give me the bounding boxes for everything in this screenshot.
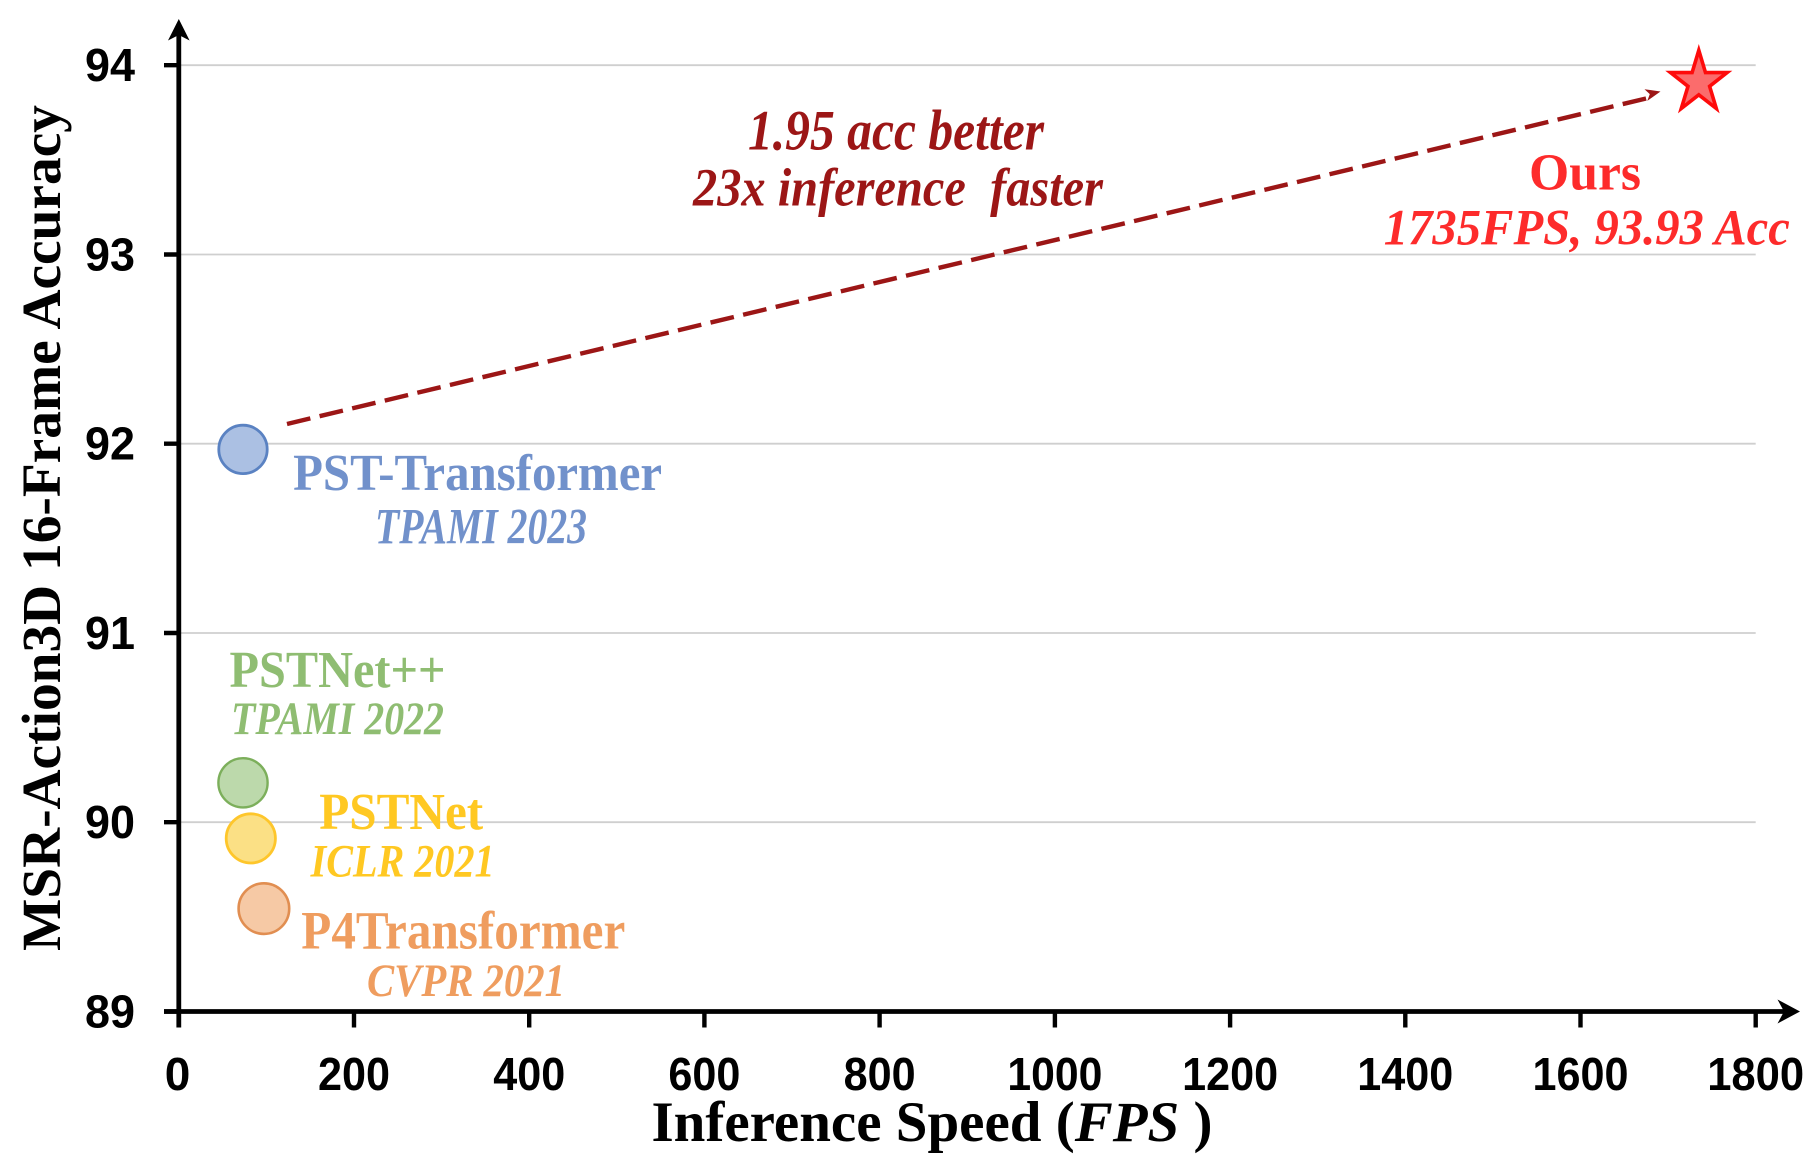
svg-text:89: 89: [85, 986, 135, 1038]
svg-text:1735FPS, 93.93 Acc: 1735FPS, 93.93 Acc: [1384, 201, 1790, 257]
svg-text:Ours: Ours: [1529, 145, 1641, 202]
svg-text:P4Transformer: P4Transformer: [301, 901, 625, 961]
svg-text:TPAMI 2023: TPAMI 2023: [375, 500, 587, 556]
svg-text:0: 0: [165, 1048, 191, 1100]
svg-text:1000: 1000: [1007, 1048, 1102, 1100]
svg-text:91: 91: [85, 607, 135, 659]
svg-text:23x inference faster: 23x inference faster: [692, 158, 1104, 218]
svg-text:94: 94: [85, 39, 135, 91]
svg-text:200: 200: [318, 1048, 390, 1100]
svg-text:800: 800: [844, 1048, 916, 1100]
svg-text:PSTNet: PSTNet: [319, 784, 484, 841]
svg-text:1800: 1800: [1707, 1048, 1804, 1100]
svg-text:90: 90: [85, 796, 135, 848]
svg-text:1600: 1600: [1533, 1048, 1629, 1100]
svg-text:1200: 1200: [1182, 1048, 1278, 1100]
svg-text:Inference Speed (FPS ): Inference Speed (FPS ): [652, 1091, 1213, 1154]
svg-text:MSR-Action3D 16-Frame Accuracy: MSR-Action3D 16-Frame Accuracy: [11, 105, 72, 951]
svg-text:93: 93: [85, 229, 135, 281]
svg-text:PST-Transformer: PST-Transformer: [293, 445, 662, 502]
svg-text:92: 92: [85, 418, 135, 470]
svg-text:ICLR 2021: ICLR 2021: [310, 836, 495, 888]
svg-text:PSTNet++: PSTNet++: [230, 642, 446, 699]
svg-text:600: 600: [668, 1048, 740, 1100]
svg-text:TPAMI 2022: TPAMI 2022: [231, 693, 444, 745]
svg-text:400: 400: [493, 1048, 565, 1100]
svg-text:CVPR 2021: CVPR 2021: [367, 955, 565, 1007]
svg-text:1400: 1400: [1357, 1048, 1453, 1100]
svg-text:1.95 acc better: 1.95 acc better: [748, 100, 1045, 163]
